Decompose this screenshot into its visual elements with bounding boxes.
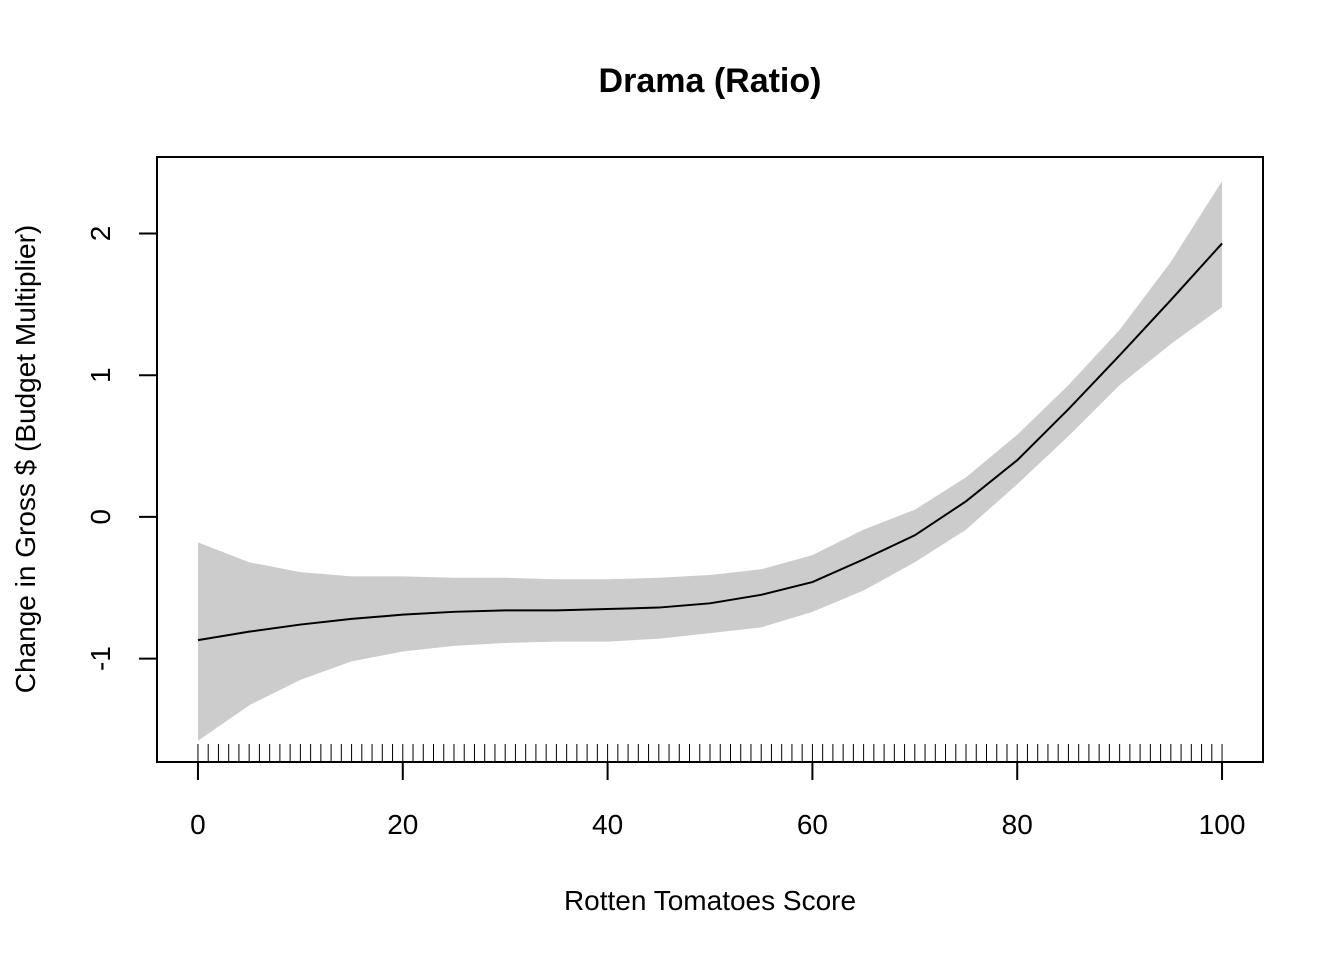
plot-frame xyxy=(156,156,1264,763)
y-tick-label: 1 xyxy=(85,367,116,383)
x-tick-label: 0 xyxy=(190,809,206,840)
x-tick-label: 20 xyxy=(387,809,418,840)
x-tick-label: 100 xyxy=(1199,809,1246,840)
x-axis-label: Rotten Tomatoes Score xyxy=(564,885,856,916)
y-tick-label: -1 xyxy=(85,646,116,671)
x-tick-label: 80 xyxy=(1002,809,1033,840)
y-tick-label: 0 xyxy=(85,509,116,525)
fit-line xyxy=(197,242,1223,642)
y-tick-label: 2 xyxy=(85,226,116,242)
chart-title: Drama (Ratio) xyxy=(599,62,822,100)
x-tick-label: 40 xyxy=(592,809,623,840)
y-axis-label: Change in Gross $ (Budget Multiplier) xyxy=(10,225,41,693)
confidence-band xyxy=(197,181,1223,741)
x-tick-label: 60 xyxy=(797,809,828,840)
